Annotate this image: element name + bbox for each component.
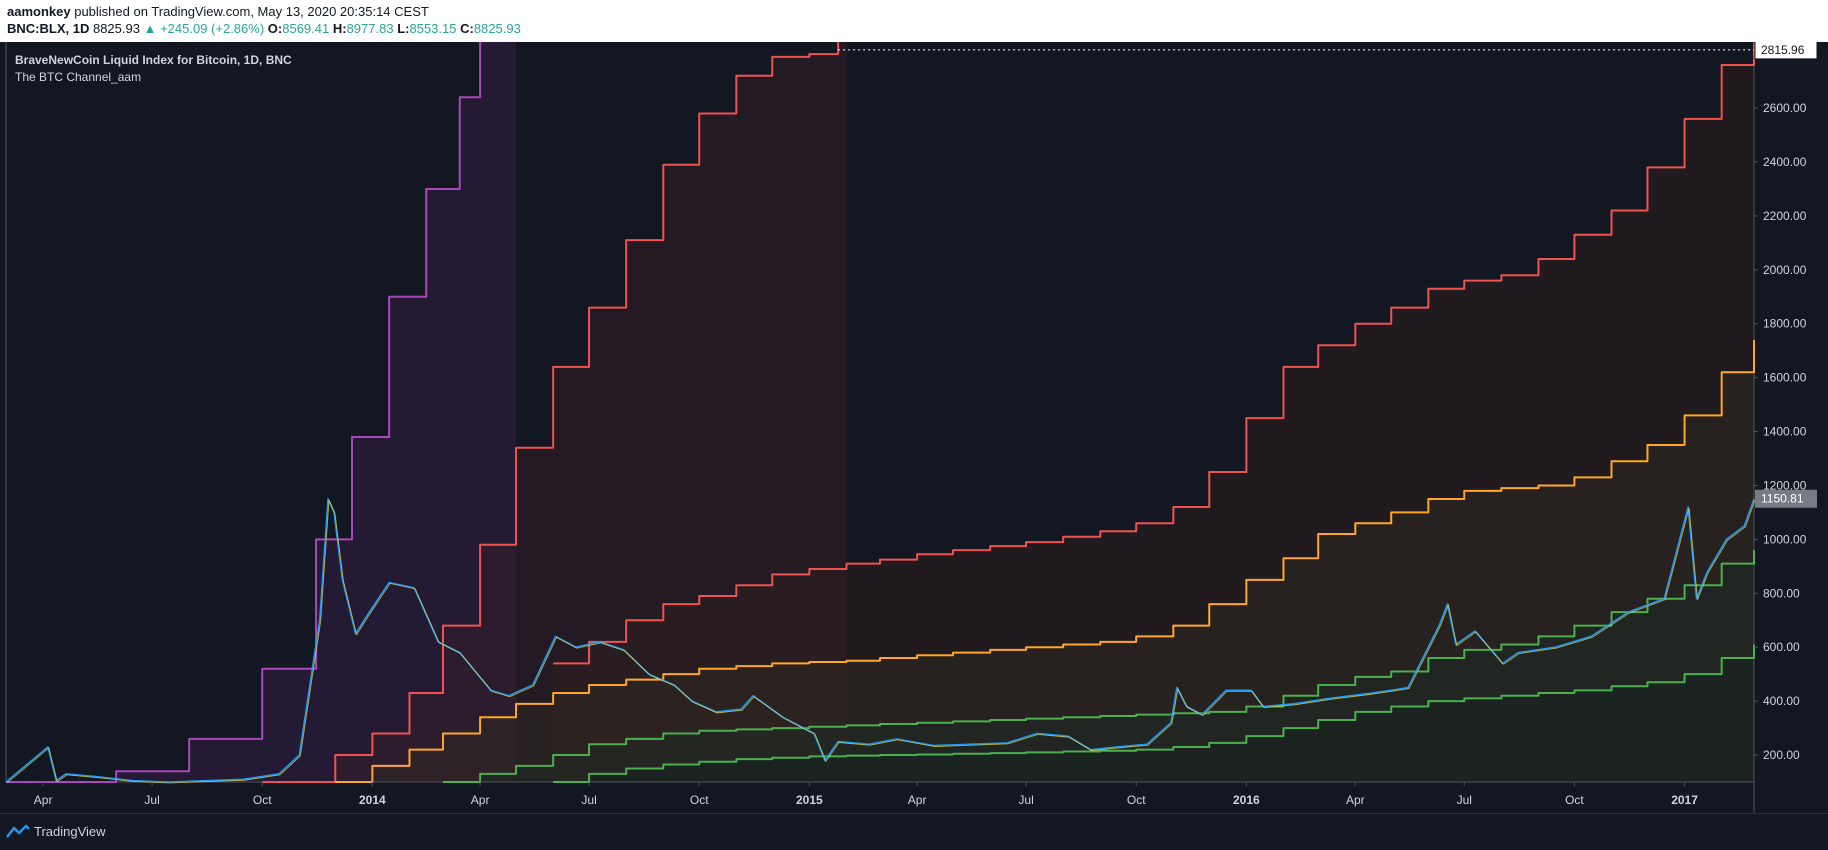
price-series-line (5, 498, 1755, 783)
x-tick-label: Apr (1346, 793, 1365, 807)
change-value: ▲ +245.09 (+2.86%) (143, 21, 265, 36)
x-tick-label: Oct (1565, 793, 1584, 807)
y-tick-label: 2200.00 (1763, 209, 1807, 223)
y-tick-label: 400.00 (1763, 694, 1800, 708)
band-line-3 (335, 339, 1755, 783)
low-label: L: (397, 21, 410, 36)
band-line-4 (443, 550, 1755, 783)
x-tick-label: Oct (253, 793, 272, 807)
band-line-1 (262, 37, 847, 783)
x-tick-label: 2017 (1671, 793, 1698, 807)
high-label: H: (332, 21, 347, 36)
brand-name[interactable]: TradingView (34, 824, 106, 839)
y-tick-label: 800.00 (1763, 586, 1800, 600)
price-label-text: 2815.96 (1761, 43, 1805, 57)
last-price: 8825.93 (92, 21, 140, 36)
x-tick-label: Apr (908, 793, 927, 807)
chart-area[interactable]: 200.00 400.00 600.00 800.00 1000.00 1200.00 14… (0, 37, 1828, 813)
y-tick-label: 200.00 (1763, 748, 1800, 762)
footer-bar: TradingView (0, 813, 1828, 850)
low-value: 8553.15 (409, 21, 457, 36)
y-tick-label: 1600.00 (1763, 371, 1807, 385)
publish-info: aamonkey published on TradingView.com, M… (7, 4, 429, 19)
close-value: 8825.93 (473, 21, 521, 36)
x-tick-label: 2014 (359, 793, 386, 807)
x-tick-label: Apr (471, 793, 490, 807)
header-bar: aamonkey published on TradingView.com, M… (0, 0, 1828, 42)
symbol-info: BNC:BLX, 1D 8825.93 ▲ +245.09 (+2.86%) O… (7, 21, 521, 36)
x-tick-label: Jul (1018, 793, 1033, 807)
x-tick-label: Jul (1457, 793, 1472, 807)
band-line-0 (6, 37, 517, 783)
y-tick-label: 2000.00 (1763, 263, 1807, 277)
band-line-2 (553, 43, 1755, 665)
y-tick-label: 1400.00 (1763, 425, 1807, 439)
y-tick-label: 1800.00 (1763, 317, 1807, 331)
band-line-5 (553, 644, 1755, 783)
band-fill-0 (6, 38, 517, 782)
legend-title[interactable]: BraveNewCoin Liquid Index for Bitcoin, 1… (15, 53, 292, 67)
symbol-name: BNC:BLX, 1D (7, 21, 90, 36)
y-tick-label: 2600.00 (1763, 101, 1807, 115)
y-tick-label: 1000.00 (1763, 532, 1807, 546)
author-name[interactable]: aamonkey (7, 4, 71, 19)
x-tick-label: 2015 (796, 793, 823, 807)
legend-indicator[interactable]: The BTC Channel_aam (15, 70, 142, 84)
band-fill-5 (553, 644, 1754, 782)
open-label: O: (267, 21, 283, 36)
band-fill-4 (443, 550, 1754, 782)
x-tick-label: Apr (34, 793, 53, 807)
x-tick-label: 2016 (1233, 793, 1260, 807)
high-value: 8977.83 (346, 21, 394, 36)
x-tick-label: Oct (1127, 793, 1146, 807)
y-tick-label: 2400.00 (1763, 155, 1807, 169)
last-price-label-text: 1150.81 (1761, 492, 1804, 506)
y-tick-label: 600.00 (1763, 640, 1800, 654)
price-chart[interactable]: 200.00 400.00 600.00 800.00 1000.00 1200.00 14… (0, 37, 1828, 813)
last-price-label-box (1755, 489, 1817, 508)
tradingview-logo-icon[interactable] (6, 824, 30, 838)
chart-legend: BraveNewCoin Liquid Index for Bitcoin, 1… (15, 52, 292, 86)
close-label: C: (460, 21, 474, 36)
open-value: 8569.41 (282, 21, 330, 36)
published-text: published on TradingView.com, May 13, 20… (74, 4, 429, 19)
y-tick-label: 1200.00 (1763, 478, 1807, 492)
price-series-shadow (6, 499, 1756, 784)
x-tick-label: Jul (581, 793, 596, 807)
x-tick-label: Oct (690, 793, 709, 807)
band-fill-2 (553, 43, 1754, 783)
x-tick-label: Jul (144, 793, 159, 807)
